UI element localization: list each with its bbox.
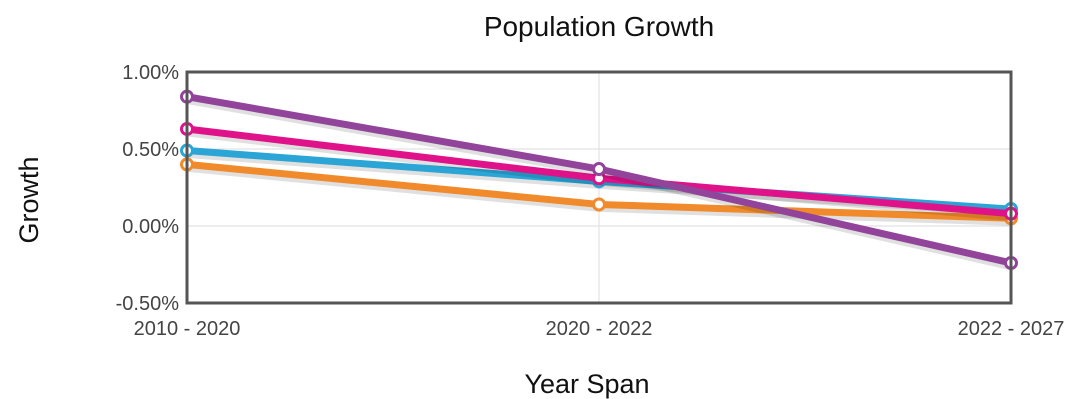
x-tick-labels: 2010 - 2020 2020 - 2022 2022 - 2027 [134, 318, 1065, 340]
x-axis-title: Year Span [524, 369, 649, 399]
series-1 [180, 157, 1018, 226]
y-tick-label: -0.50% [116, 293, 180, 315]
y-tick-labels: 1.00% 0.50% 0.00% -0.50% [116, 62, 180, 315]
y-tick-label: 0.50% [122, 139, 179, 161]
x-tick-label: 2010 - 2020 [134, 318, 241, 340]
x-tick-label: 2022 - 2027 [958, 318, 1065, 340]
x-tick-label: 2020 - 2022 [546, 318, 653, 340]
plot-frame [185, 70, 1013, 305]
data-point [592, 197, 606, 212]
data-point [592, 162, 606, 177]
y-axis-title: Growth [14, 156, 44, 243]
y-tick-label: 1.00% [122, 62, 179, 84]
y-tick-label: 0.00% [122, 216, 179, 238]
chart-title: Population Growth [484, 11, 714, 42]
